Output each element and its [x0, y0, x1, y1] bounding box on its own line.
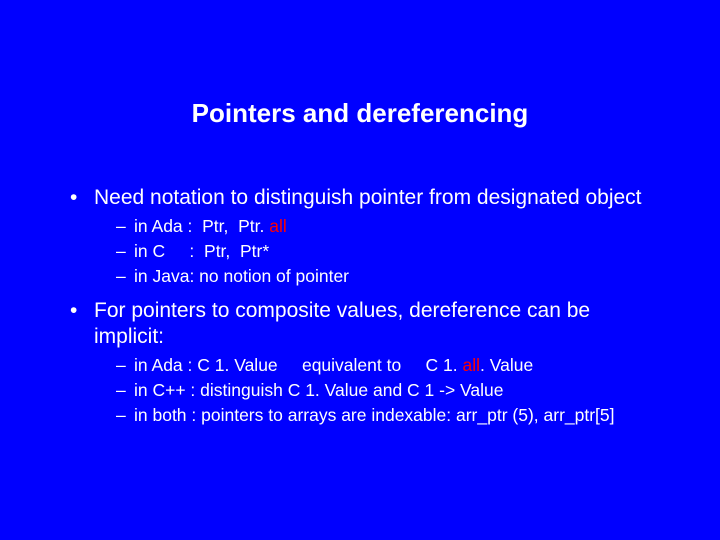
slide: Pointers and dereferencing Need notation…: [0, 0, 720, 540]
bullet-1: Need notation to distinguish pointer fro…: [70, 185, 660, 288]
bullet-list: Need notation to distinguish pointer fro…: [70, 185, 660, 426]
text-segment: in both : pointers to arrays are indexab…: [134, 405, 615, 425]
bullet-1-sub-3: in Java: no notion of pointer: [116, 265, 660, 288]
bullet-1-sub-2: in C : Ptr, Ptr*: [116, 240, 660, 263]
keyword-all: all: [269, 216, 287, 236]
bullet-2-sub-3: in both : pointers to arrays are indexab…: [116, 404, 660, 427]
text-segment: in Ada : C 1. Value equivalent to C 1.: [134, 355, 462, 375]
text-segment: . Value: [480, 355, 533, 375]
keyword-all: all: [462, 355, 480, 375]
bullet-2-sub-1: in Ada : C 1. Value equivalent to C 1. a…: [116, 354, 660, 377]
text-segment: in C : Ptr, Ptr*: [134, 241, 269, 261]
slide-body: Need notation to distinguish pointer fro…: [70, 185, 660, 436]
bullet-2: For pointers to composite values, derefe…: [70, 298, 660, 427]
text-segment: in C++ : distinguish C 1. Value and C 1 …: [134, 380, 504, 400]
bullet-2-text: For pointers to composite values, derefe…: [94, 299, 590, 348]
bullet-2-sublist: in Ada : C 1. Value equivalent to C 1. a…: [94, 354, 660, 426]
bullet-1-sub-1: in Ada : Ptr, Ptr. all: [116, 215, 660, 238]
text-segment: in Ada : Ptr, Ptr.: [134, 216, 269, 236]
slide-title: Pointers and dereferencing: [0, 98, 720, 129]
text-segment: in Java: no notion of pointer: [134, 266, 349, 286]
bullet-1-sublist: in Ada : Ptr, Ptr. all in C : Ptr, Ptr* …: [94, 215, 660, 287]
bullet-2-sub-2: in C++ : distinguish C 1. Value and C 1 …: [116, 379, 660, 402]
bullet-1-text: Need notation to distinguish pointer fro…: [94, 186, 642, 209]
